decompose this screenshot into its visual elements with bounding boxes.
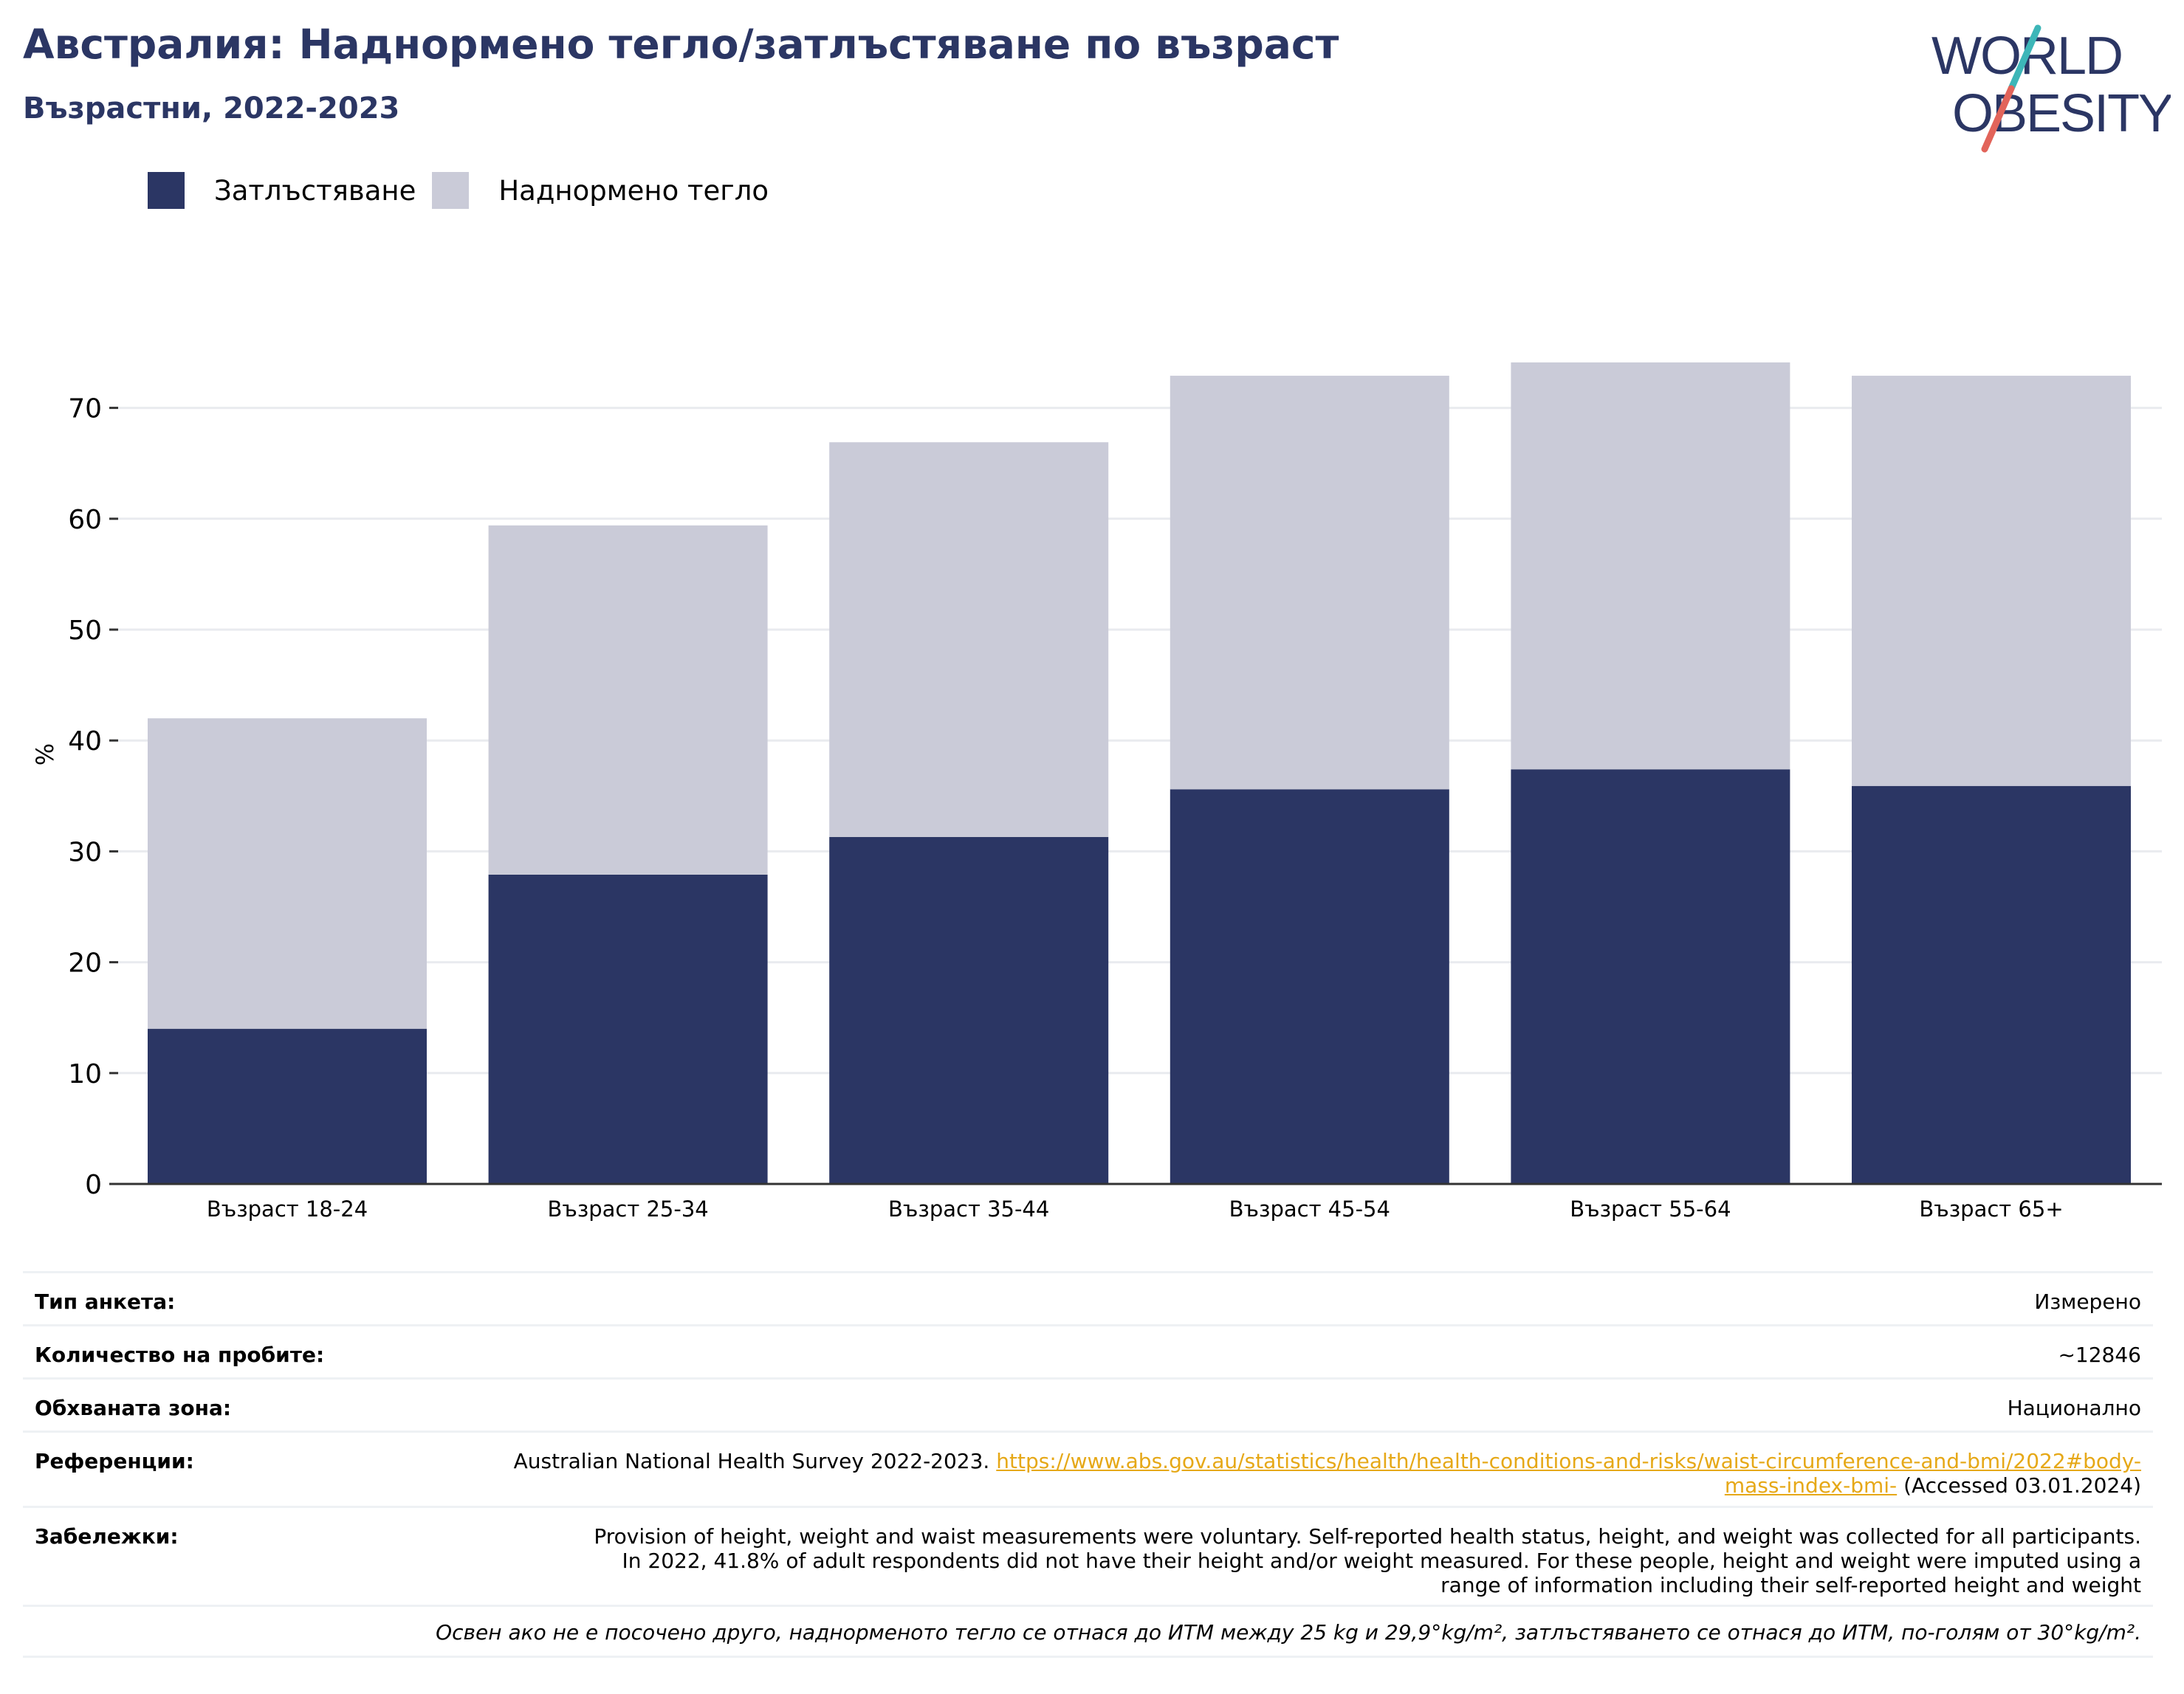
x-tick-label: Възраст 18-24: [207, 1197, 368, 1222]
x-tick-label: Възраст 65+: [1919, 1197, 2063, 1222]
bar-overweight-0: [148, 718, 427, 1029]
bar-obesity-5: [1852, 785, 2131, 1184]
bar-overweight-5: [1852, 376, 2131, 786]
meta-row-notes: Забележки: Provision of height, weight a…: [23, 1506, 2153, 1605]
reference-accessed: (Accessed 03.01.2024): [1903, 1473, 2141, 1498]
meta-label-references: Референции:: [35, 1449, 194, 1473]
x-tick-label: Възраст 45-54: [1229, 1197, 1390, 1222]
y-tick-label: 0: [85, 1170, 102, 1200]
meta-value-area-covered: Национално: [2007, 1396, 2141, 1420]
chart-legend: Затлъстяване Наднормено тегло: [148, 170, 785, 211]
bar-obesity-3: [1170, 789, 1449, 1184]
y-tick-label: 30: [68, 837, 102, 867]
legend-swatch-overweight: [432, 172, 470, 209]
page-subtitle: Възрастни, 2022-2023: [23, 92, 400, 125]
meta-row-references: Референции: Australian National Health S…: [23, 1430, 2153, 1506]
meta-row-area-covered: Обхваната зона: Национално: [23, 1377, 2153, 1430]
reference-link[interactable]: https://www.abs.gov.au/statistics/health…: [996, 1449, 2141, 1498]
meta-label-area-covered: Обхваната зона:: [35, 1396, 232, 1420]
x-tick-label: Възраст 55-64: [1570, 1197, 1731, 1222]
y-tick-label: 70: [68, 394, 102, 424]
legend-label-obesity: Затлъстяване: [214, 174, 416, 207]
meta-label-notes: Забележки:: [35, 1524, 179, 1549]
meta-value-survey-type: Измерено: [2034, 1290, 2141, 1314]
x-tick-label: Възраст 25-34: [547, 1197, 708, 1222]
page-title: Австралия: Наднормено тегло/затлъстяване…: [23, 21, 1339, 68]
bar-obesity-4: [1511, 769, 1790, 1184]
legend-item-obesity[interactable]: Затлъстяване: [148, 172, 416, 209]
world-obesity-logo: WORLD OBESITY: [1931, 24, 2171, 153]
definition-footnote: Освен ако не е посочено друго, наднормен…: [23, 1605, 2153, 1658]
bar-overweight-2: [829, 442, 1109, 837]
y-tick-label: 50: [68, 616, 102, 646]
meta-row-survey-type: Тип анкета: Измерено: [23, 1271, 2153, 1324]
x-tick-label: Възраст 35-44: [888, 1197, 1049, 1222]
logo-slash-coral: [1981, 85, 2015, 153]
y-axis-label: %: [31, 743, 59, 765]
legend-label-overweight: Наднормено тегло: [498, 174, 769, 207]
reference-text: Australian National Health Survey 2022-2…: [513, 1449, 990, 1473]
bar-obesity-1: [488, 874, 768, 1184]
bar-overweight-3: [1170, 376, 1449, 790]
legend-item-overweight[interactable]: Наднормено тегло: [432, 172, 769, 209]
metadata-table: Тип анкета: Измерено Количество на проби…: [23, 1271, 2153, 1658]
y-tick-label: 20: [68, 948, 102, 979]
meta-value-notes: Provision of height, weight and waist me…: [594, 1524, 2141, 1597]
bar-overweight-1: [488, 525, 768, 875]
stacked-bar-chart: 0 10 20 30 40 50 60 70% Възраст 18-24 Възраст 25-…: [31, 362, 2162, 1222]
meta-value-references: Australian National Health Survey 2022-2…: [495, 1449, 2141, 1498]
bar-overweight-4: [1511, 362, 1790, 770]
meta-row-sample-size: Количество на пробите: ~12846: [23, 1324, 2153, 1377]
logo-slash-teal: [2008, 24, 2042, 92]
y-tick-label: 10: [68, 1059, 102, 1089]
meta-label-sample-size: Количество на пробите:: [35, 1343, 325, 1367]
y-tick-label: 40: [68, 726, 102, 757]
legend-swatch-obesity: [148, 172, 185, 209]
bar-obesity-2: [829, 836, 1109, 1184]
bar-obesity-0: [148, 1028, 427, 1184]
y-tick-label: 60: [68, 505, 102, 535]
meta-value-sample-size: ~12846: [2058, 1343, 2141, 1367]
meta-label-survey-type: Тип анкета:: [35, 1290, 176, 1314]
